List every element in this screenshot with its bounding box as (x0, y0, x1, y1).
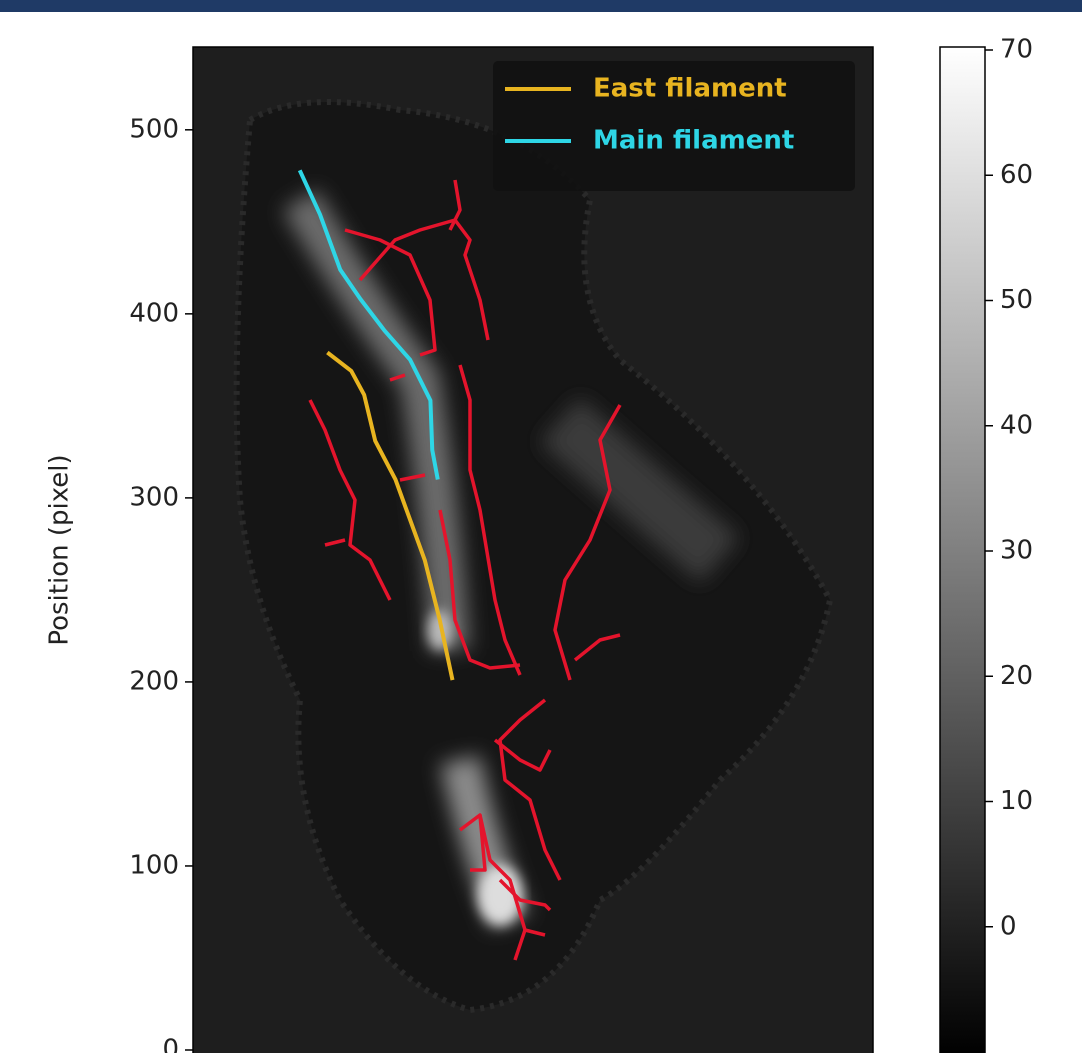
colorbar-tick-label: 20 (1000, 661, 1033, 691)
y-tick-label: 400 (129, 298, 179, 328)
top-bar (0, 0, 1082, 12)
y-tick-label: 300 (129, 482, 179, 512)
page: {"chart_data": { "type": "image", "ylabe… (0, 0, 1082, 1053)
y-tick-label: 100 (129, 850, 179, 880)
legend-label: Main filament (593, 126, 794, 156)
colorbar-tick-label: 50 (1000, 285, 1033, 315)
colorbar-tick-label: 10 (1000, 786, 1033, 816)
y-tick-label: 500 (129, 114, 179, 144)
legend-label: East filament (593, 74, 787, 104)
image (193, 47, 873, 1053)
colorbar-tick-label: 30 (1000, 536, 1033, 566)
colorbar-tick-label: 70 (1000, 35, 1033, 65)
colorbar-tick-label: 60 (1000, 160, 1033, 190)
colorbar-tick-label: 40 (1000, 410, 1033, 440)
chart: Position (pixel) 0100200300400500East fi… (0, 0, 1082, 1053)
colorbar-tick-label: 0 (1000, 911, 1017, 941)
y-axis-label: Position (pixel) (45, 454, 75, 645)
y-tick-label: 0 (162, 1035, 179, 1053)
colorbar (940, 47, 985, 1053)
y-tick-label: 200 (129, 666, 179, 696)
